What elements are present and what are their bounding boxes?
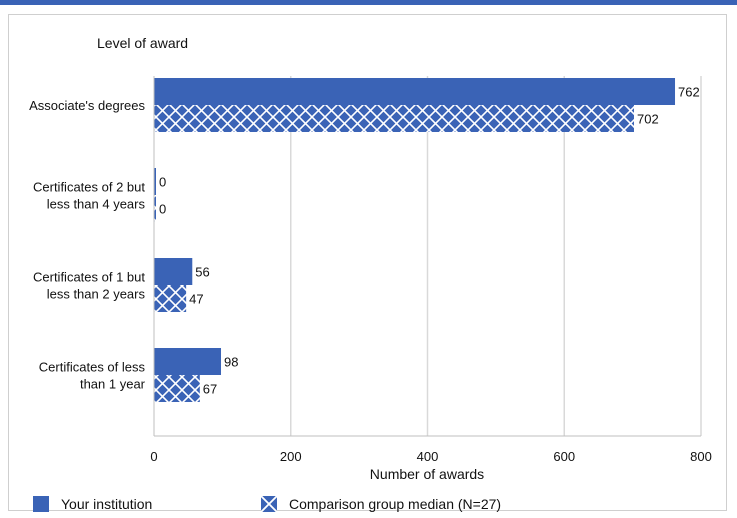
x-tick-label: 0	[150, 449, 157, 464]
bar-comparison-median	[154, 195, 156, 222]
x-axis-title: Number of awards	[370, 466, 484, 482]
legend-swatch-crosshatch	[261, 496, 277, 512]
category-axis-title: Level of award	[97, 35, 188, 51]
x-tick-label: 600	[553, 449, 575, 464]
category-label: Certificates of less than 1 year	[39, 360, 146, 392]
x-tick-label: 400	[417, 449, 439, 464]
legend-label: Your institution	[61, 496, 153, 512]
bar-comparison-median	[154, 375, 200, 402]
x-tick-label: 200	[280, 449, 302, 464]
data-label: 0	[159, 175, 166, 190]
data-label: 98	[224, 355, 238, 370]
legend-swatch-solid	[33, 496, 49, 512]
top-accent-rule	[0, 0, 737, 5]
x-tick-label: 800	[690, 449, 712, 464]
category-label: Certificates of 1 but less than 2 years	[33, 270, 145, 302]
chart-frame	[8, 14, 727, 511]
bar-your-institution	[154, 78, 676, 105]
legend-item-comparison-group: Comparison group median (N=27)	[261, 496, 501, 512]
legend-item-your-institution: Your institution	[33, 496, 152, 512]
legend: Your institution Comparison group median…	[8, 470, 727, 518]
bar-your-institution	[154, 168, 156, 195]
data-label: 0	[159, 202, 166, 217]
data-label: 762	[678, 85, 700, 100]
data-label: 56	[195, 265, 209, 280]
bar-your-institution	[154, 258, 193, 285]
legend-label: Comparison group median (N=27)	[289, 496, 502, 512]
data-label: 702	[637, 112, 659, 127]
bar-comparison-median	[154, 105, 634, 132]
category-label: Associate's degrees	[29, 98, 145, 113]
bar-your-institution	[154, 348, 222, 375]
data-label: 47	[189, 292, 203, 307]
data-label: 67	[203, 382, 217, 397]
bar-comparison-median	[154, 285, 187, 312]
category-label: Certificates of 2 but less than 4 years	[33, 180, 145, 212]
